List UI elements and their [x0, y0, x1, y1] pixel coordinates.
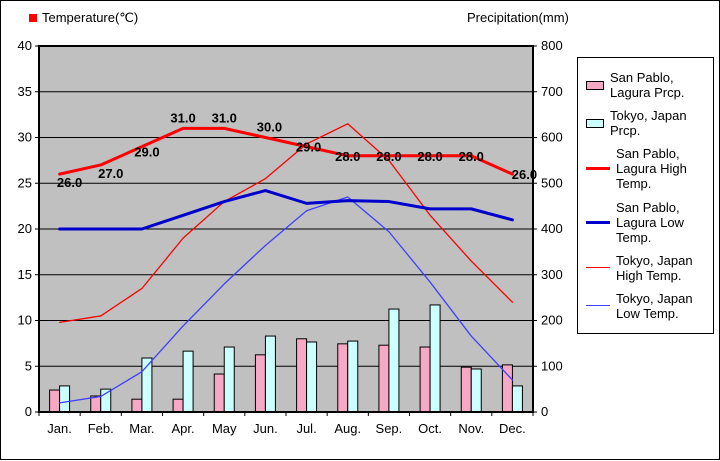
right-axis-title: Precipitation(mm) [467, 10, 569, 25]
month-label: Jan. [47, 421, 72, 436]
san-pablo-precip-bar [131, 398, 143, 413]
left-axis-title: Temperature(℃) [29, 10, 138, 26]
high-temp-data-label: 27.0 [98, 166, 123, 181]
temp-tick-label: 20 [18, 221, 32, 236]
tokyo-precip-bar [306, 341, 318, 413]
precip-tick-label: 800 [541, 38, 563, 53]
temp-tick-label: 0 [25, 404, 32, 419]
legend-item: San Pablo, Lagura High Temp. [586, 146, 705, 191]
legend-swatch-bar-icon [586, 80, 604, 90]
tokyo-precip-bar [388, 308, 400, 413]
san-pablo-precip-bar [501, 364, 513, 413]
legend-item-label: Tokyo, Japan High Temp. [616, 252, 693, 283]
legend-item-label: Tokyo, Japan Low Temp. [616, 290, 693, 321]
tokyo-precip-bar [470, 368, 482, 413]
month-label: Oct. [418, 421, 442, 436]
tokyo-precip-bar [511, 385, 523, 413]
month-label: May [212, 421, 237, 436]
high-temp-data-label: 28.0 [335, 149, 360, 164]
san-pablo-precip-bar [213, 373, 225, 413]
month-label: Apr. [172, 421, 195, 436]
tokyo-precip-bar [100, 388, 112, 413]
temperature-axis-title: Temperature(℃) [42, 10, 139, 25]
tokyo-precip-bar [182, 350, 194, 413]
tokyo-precip-bar [59, 385, 71, 413]
high-temp-data-label: 28.0 [459, 149, 484, 164]
legend-item: Tokyo, Japan High Temp. [586, 253, 705, 283]
temp-tick-label: 5 [25, 358, 32, 373]
san-pablo-precip-bar [49, 389, 61, 413]
high-temp-data-label: 29.0 [134, 145, 159, 160]
precip-tick-label: 200 [541, 313, 563, 328]
month-label: Dec. [499, 421, 526, 436]
temp-tick-label: 15 [18, 267, 32, 282]
san-pablo-precip-bar [419, 346, 431, 413]
temp-tick-label: 35 [18, 84, 32, 99]
high-temp-data-label: 29.0 [296, 140, 321, 155]
san-pablo-low-temp-line [58, 189, 514, 231]
legend-item-label: San Pablo, Lagura High Temp. [616, 146, 687, 192]
legend-swatch-line-thick-icon [586, 167, 610, 171]
precip-tick-label: 300 [541, 267, 563, 282]
legend-item: Tokyo, Japan Prcp. [586, 108, 705, 138]
legend-swatch-bar-icon [586, 118, 604, 128]
san-pablo-precip-bar [378, 344, 390, 413]
temp-tick-label: 25 [18, 175, 32, 190]
tokyo-precip-bar [347, 340, 359, 413]
tokyo-precip-bar [223, 346, 235, 413]
precip-tick-label: 700 [541, 84, 563, 99]
legend-swatch-line-thin-icon [586, 267, 610, 269]
legend-item-label: San Pablo, Lagura Low Temp. [616, 199, 684, 245]
month-label: Feb. [88, 421, 114, 436]
high-temp-data-label: 28.0 [417, 149, 442, 164]
month-label: Aug. [334, 421, 361, 436]
precip-tick-label: 0 [541, 404, 548, 419]
precip-tick-label: 400 [541, 221, 563, 236]
month-label: Mar. [129, 421, 154, 436]
month-label: Sep. [376, 421, 403, 436]
high-temp-data-label: 28.0 [376, 149, 401, 164]
temp-tick-label: 40 [18, 38, 32, 53]
precip-tick-label: 600 [541, 130, 563, 145]
temp-tick-label: 30 [18, 130, 32, 145]
month-label: Jun. [253, 421, 278, 436]
san-pablo-precip-bar [254, 354, 266, 413]
san-pablo-precip-bar [337, 343, 349, 413]
precip-tick-label: 100 [541, 358, 563, 373]
precip-tick-label: 500 [541, 175, 563, 190]
san-pablo-precip-bar [460, 366, 472, 413]
precipitation-axis-title: Precipitation(mm) [467, 10, 569, 25]
legend: San Pablo, Lagura Prcp. Tokyo, Japan Prcp… [577, 57, 714, 334]
san-pablo-high-temp-line [58, 126, 514, 176]
red-square-icon [29, 14, 37, 22]
high-temp-data-label: 26.0 [57, 175, 82, 190]
tokyo-high-temp-line [58, 123, 514, 323]
san-pablo-precip-bar [172, 398, 184, 413]
temp-tick-label: 10 [18, 313, 32, 328]
legend-item-label: Tokyo, Japan Prcp. [610, 108, 687, 139]
legend-swatch-line-thin-icon [586, 305, 610, 307]
month-label: Nov. [458, 421, 484, 436]
legend-item: Tokyo, Japan Low Temp. [586, 291, 705, 321]
legend-item: San Pablo, Lagura Low Temp. [586, 200, 705, 245]
high-temp-data-label: 30.0 [257, 120, 282, 135]
high-temp-data-label: 26.0 [512, 167, 537, 182]
tokyo-precip-bar [429, 304, 441, 413]
tokyo-precip-bar [264, 335, 276, 413]
legend-item-label: San Pablo, Lagura Prcp. [610, 70, 685, 100]
month-label: Jul. [296, 421, 316, 436]
legend-swatch-line-thick-icon [586, 220, 610, 224]
high-temp-data-label: 31.0 [212, 110, 237, 125]
legend-item: San Pablo, Lagura Prcp. [586, 70, 705, 100]
san-pablo-precip-bar [296, 338, 308, 413]
high-temp-data-label: 31.0 [170, 110, 195, 125]
tokyo-low-temp-line [58, 196, 514, 404]
